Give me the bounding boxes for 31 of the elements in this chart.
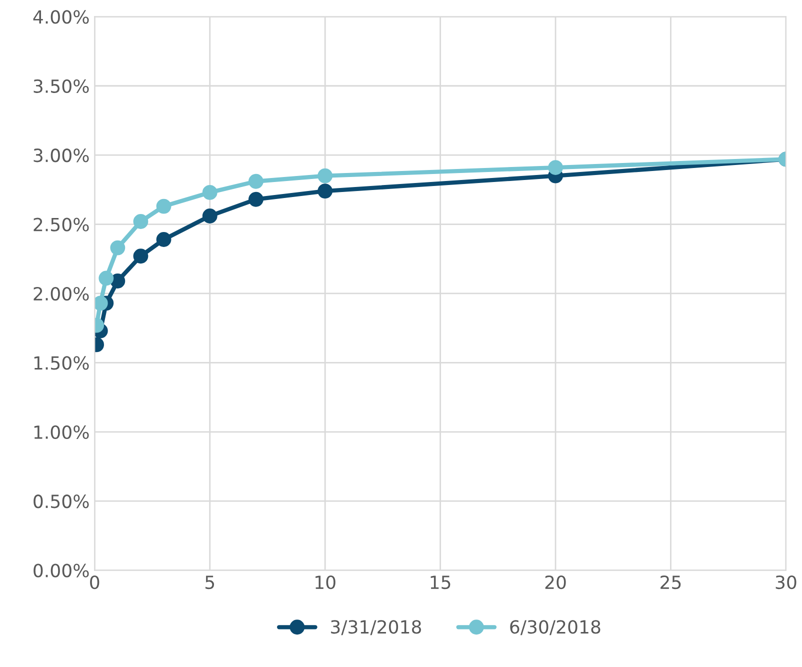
y-tick-label: 3.50% xyxy=(34,79,89,93)
y-tick-label: 2.50% xyxy=(34,218,89,232)
y-tick-label: 1.50% xyxy=(34,356,89,370)
point xyxy=(318,168,333,184)
legend-label: 3/31/2018 xyxy=(331,620,422,636)
x-tick-label: 30 xyxy=(776,575,796,590)
x-tick-label: 25 xyxy=(660,575,681,590)
y-tick-label: 4.00% xyxy=(33,10,89,24)
point xyxy=(202,184,218,200)
point xyxy=(110,240,126,256)
point xyxy=(133,248,148,264)
x-tick-label: 20 xyxy=(545,575,566,590)
point xyxy=(202,208,218,224)
point xyxy=(156,198,172,214)
y-tick-label: 3.00% xyxy=(34,148,89,162)
point xyxy=(133,214,148,229)
x-tick-label: 10 xyxy=(316,575,336,590)
y-tick-label: 0.00% xyxy=(34,564,89,578)
point xyxy=(318,184,333,199)
point xyxy=(248,192,264,207)
y-tick-label: 0.50% xyxy=(34,494,89,508)
point xyxy=(98,270,114,286)
y-tick-label: 2.00% xyxy=(34,286,89,301)
legend-label: 6/30/2018 xyxy=(510,620,600,636)
point xyxy=(156,232,172,247)
point xyxy=(548,160,563,175)
x-tick-label: 0 xyxy=(90,575,100,590)
x-tick-label: 15 xyxy=(430,576,450,590)
y-tick-label: 1.00% xyxy=(34,425,89,439)
point xyxy=(248,174,264,189)
x-tick-label: 5 xyxy=(206,576,214,590)
